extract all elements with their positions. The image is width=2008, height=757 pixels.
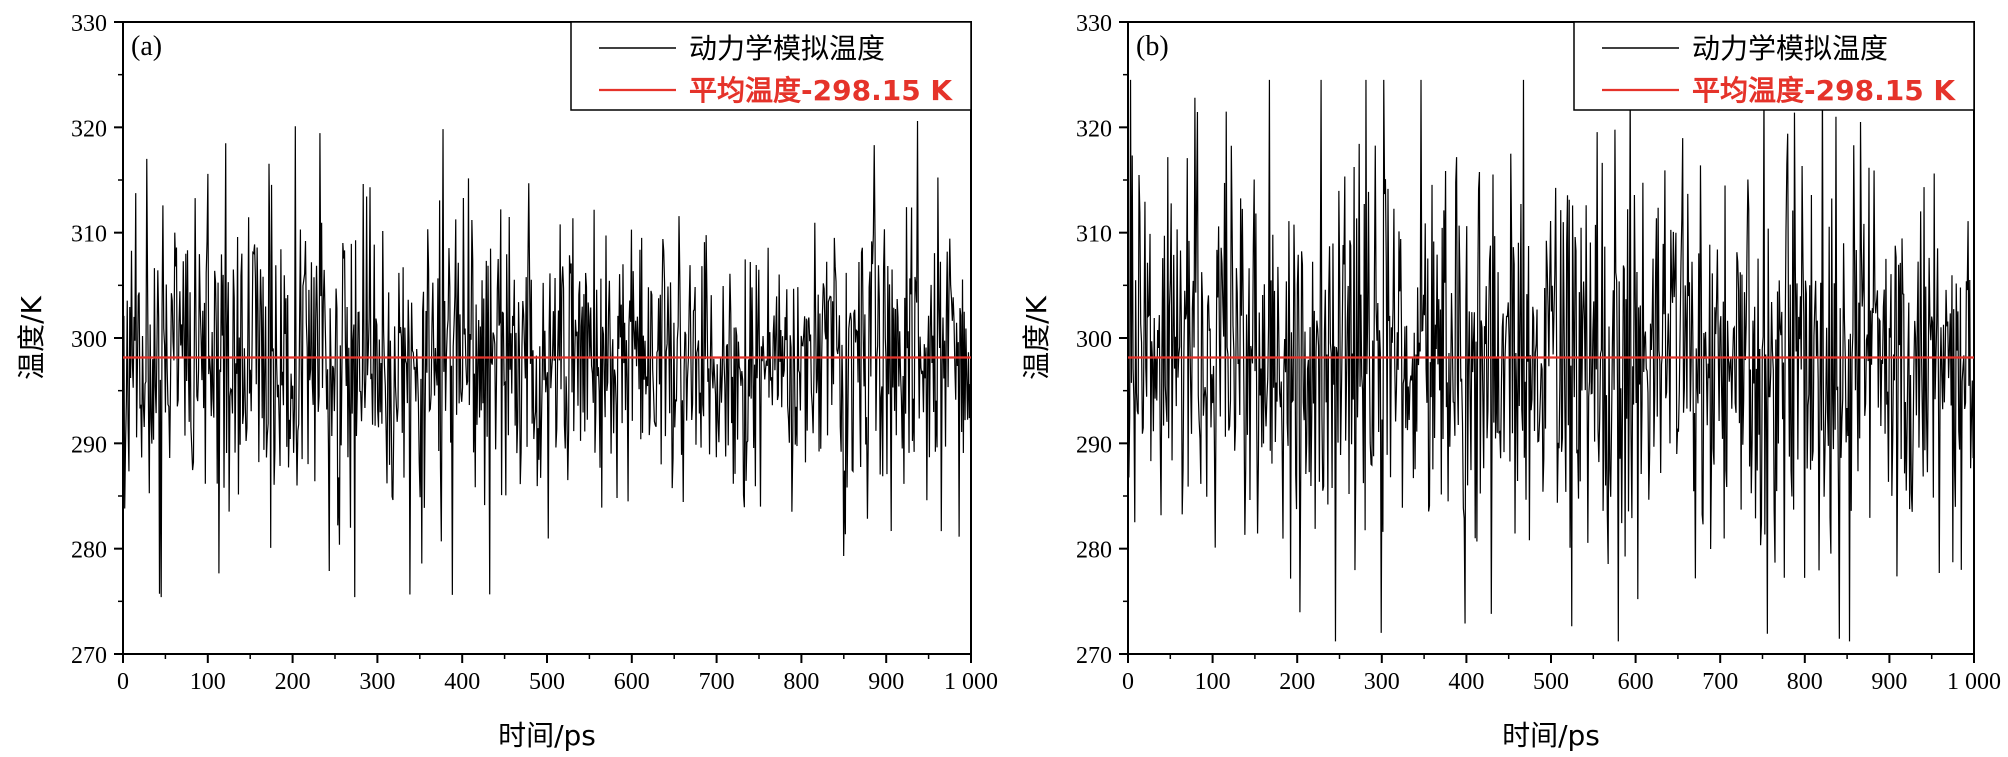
x-tick-label: 600 — [1618, 669, 1654, 695]
y-axis-title: 温度/K — [15, 295, 48, 379]
y-tick-label: 290 — [71, 432, 107, 458]
panel-label: (a) — [131, 31, 162, 62]
y-tick-label: 280 — [71, 538, 107, 564]
x-tick-label: 300 — [359, 669, 395, 695]
legend-label: 平均温度-298.15 K — [689, 74, 953, 107]
x-tick-label: 1 000 — [1947, 669, 2001, 695]
panel-label: (b) — [1136, 31, 1169, 62]
y-tick-label: 330 — [1076, 11, 1112, 37]
panel-b: 0 100 200 300 400 500 600 700 800 900 1 000 270 280 2… — [1020, 11, 2001, 752]
x-axis-title: 时间/ps — [1502, 719, 1600, 752]
legend-box — [1573, 21, 1975, 111]
x-tick-label: 900 — [1871, 669, 1907, 695]
x-tick-label: 500 — [529, 669, 565, 695]
plot-frame — [122, 21, 972, 655]
x-tick-label: 400 — [1448, 669, 1484, 695]
y-tick-label: 330 — [71, 11, 107, 37]
y-tick-label: 300 — [71, 327, 107, 353]
y-axis-title: 温度/K — [1020, 295, 1053, 379]
x-tick-label: 0 — [1122, 669, 1134, 695]
x-tick-label: 300 — [1364, 669, 1400, 695]
y-tick-label: 300 — [1076, 327, 1112, 353]
x-tick-label: 100 — [190, 669, 226, 695]
y-tick-label: 310 — [71, 222, 107, 248]
x-tick-label: 800 — [1787, 669, 1823, 695]
x-tick-label: 700 — [699, 669, 735, 695]
series-line-simulated-temperature — [1127, 79, 1975, 642]
x-tick-label: 900 — [868, 669, 904, 695]
panel-a: 0 100 200 300 400 500 600 700 800 900 1 000 270 280 2… — [15, 11, 998, 752]
x-tick-label: 400 — [444, 669, 480, 695]
y-tick-label: 270 — [71, 643, 107, 669]
legend-label: 动力学模拟温度 — [689, 32, 885, 65]
y-tick-label: 270 — [1076, 643, 1112, 669]
x-tick-label: 600 — [614, 669, 650, 695]
x-tick-label: 1 000 — [944, 669, 998, 695]
y-tick-label: 280 — [1076, 538, 1112, 564]
x-tick-label: 0 — [117, 669, 129, 695]
series-line-simulated-temperature — [122, 121, 972, 598]
legend-box — [570, 21, 972, 111]
legend-label: 动力学模拟温度 — [1692, 32, 1888, 65]
x-tick-label: 100 — [1195, 669, 1231, 695]
x-tick-label: 200 — [275, 669, 311, 695]
x-tick-label: 700 — [1702, 669, 1738, 695]
y-tick-label: 290 — [1076, 432, 1112, 458]
x-axis-title: 时间/ps — [498, 719, 596, 752]
legend-label: 平均温度-298.15 K — [1692, 74, 1956, 107]
y-tick-label: 320 — [1076, 116, 1112, 142]
y-tick-label: 310 — [1076, 222, 1112, 248]
y-tick-label: 320 — [71, 116, 107, 142]
x-tick-label: 800 — [783, 669, 819, 695]
x-tick-label: 500 — [1533, 669, 1569, 695]
x-tick-label: 200 — [1279, 669, 1315, 695]
